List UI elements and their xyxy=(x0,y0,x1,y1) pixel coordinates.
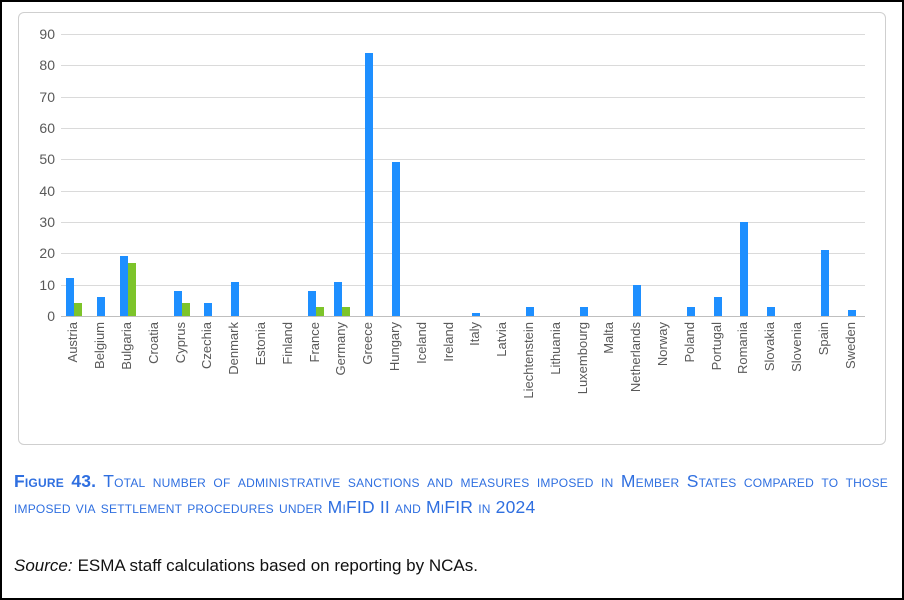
bar-blue-poland xyxy=(686,306,695,316)
y-axis-tick-label: 80 xyxy=(39,57,55,74)
y-gridline xyxy=(61,253,865,255)
bar-blue-liechtenstein xyxy=(526,306,534,316)
x-axis-label-ireland: Ireland xyxy=(440,322,456,362)
bar-blue-luxembourg xyxy=(579,306,588,316)
y-axis-tick-label: 10 xyxy=(39,276,55,293)
y-gridline xyxy=(61,34,865,35)
bar-blue-italy xyxy=(472,312,481,316)
y-axis-tick-label: 30 xyxy=(39,214,55,230)
y-axis-tick-label: 70 xyxy=(39,88,55,105)
bar-green-france xyxy=(315,306,324,316)
x-axis-label-luxembourg: Luxembourg xyxy=(574,322,590,395)
x-axis-label-czechia: Czechia xyxy=(199,322,215,369)
x-axis-label-iceland: Iceland xyxy=(413,322,429,364)
bar-blue-bulgaria xyxy=(120,256,128,316)
x-axis-label-hungary: Hungary xyxy=(387,322,402,372)
bar-blue-slovakia xyxy=(767,306,776,316)
y-axis-tick-label: 50 xyxy=(39,151,55,168)
x-axis-label-netherlands: Netherlands xyxy=(628,322,644,393)
x-axis-line xyxy=(61,316,865,317)
y-gridline xyxy=(61,159,865,161)
y-axis-tick-label: 0 xyxy=(47,308,55,324)
x-axis-label-norway: Norway xyxy=(655,322,670,367)
bar-blue-greece xyxy=(365,52,374,316)
x-axis-label-denmark: Denmark xyxy=(226,322,242,375)
x-axis-label-estonia: Estonia xyxy=(253,322,268,366)
bar-blue-austria xyxy=(66,278,75,316)
bar-blue-cyprus xyxy=(173,290,182,316)
figure-caption: Figure 43. Total number of administrative… xyxy=(14,468,888,520)
x-axis-label-slovakia: Slovakia xyxy=(762,322,778,372)
source-text: ESMA staff calculations based on reporti… xyxy=(77,556,478,575)
x-axis-label-romania: Romania xyxy=(735,322,751,375)
bar-green-germany xyxy=(342,306,351,316)
x-axis-label-germany: Germany xyxy=(333,322,349,376)
x-axis-label-slovenia: Slovenia xyxy=(789,322,804,372)
bar-blue-hungary xyxy=(392,162,400,316)
x-axis-label-lithuania: Lithuania xyxy=(547,322,563,375)
x-axis-label-finland: Finland xyxy=(279,322,295,365)
x-axis-label-poland: Poland xyxy=(681,322,697,363)
y-axis-tick-label: 90 xyxy=(39,26,55,42)
x-axis-label-sweden: Sweden xyxy=(842,322,858,369)
bar-blue-sweden xyxy=(847,309,856,316)
x-axis-label-greece: Greece xyxy=(360,322,376,365)
y-gridline xyxy=(61,96,865,98)
bar-blue-france xyxy=(307,290,316,316)
bar-blue-romania xyxy=(740,222,749,316)
source-line: Source: ESMA staff calculations based on … xyxy=(14,556,888,576)
y-gridline xyxy=(61,284,865,286)
plot-area: 0 10 20 30 40 50 60 70 80 90 Austria Belgium Bulgari… xyxy=(19,13,885,444)
y-gridline xyxy=(61,222,865,223)
bar-green-cyprus xyxy=(181,303,190,316)
x-axis-label-spain: Spain xyxy=(815,322,831,356)
source-label: Source: xyxy=(14,556,73,575)
figure-caption-text: Total number of administrative sanctions… xyxy=(14,471,888,517)
x-axis-label-liechtenstein: Liechtenstein xyxy=(521,322,536,399)
bar-blue-belgium xyxy=(97,297,106,316)
bar-blue-netherlands xyxy=(633,284,642,316)
y-axis-tick-label: 60 xyxy=(39,120,55,136)
chart-frame: 0 10 20 30 40 50 60 70 80 90 Austria Belgium Bulgari… xyxy=(18,12,886,445)
bar-blue-portugal xyxy=(713,297,722,316)
figure-number: Figure 43. xyxy=(14,471,97,491)
bar-blue-denmark xyxy=(231,281,240,316)
x-axis-label-cyprus: Cyprus xyxy=(172,322,188,364)
y-axis-tick-label: 40 xyxy=(39,182,55,199)
y-gridline xyxy=(61,190,865,192)
x-axis-label-malta: Malta xyxy=(601,322,617,354)
y-axis-tick-label: 20 xyxy=(39,245,55,262)
x-axis-label-latvia: Latvia xyxy=(494,322,510,357)
x-axis-label-bulgaria: Bulgaria xyxy=(119,322,134,370)
bar-blue-spain xyxy=(820,250,829,316)
bar-blue-germany xyxy=(334,281,343,316)
bar-green-bulgaria xyxy=(128,262,136,316)
y-gridline xyxy=(61,128,865,129)
x-axis-label-croatia: Croatia xyxy=(145,322,161,364)
bar-green-austria xyxy=(74,303,83,316)
x-axis-label-belgium: Belgium xyxy=(92,322,108,369)
x-axis-label-france: France xyxy=(306,322,322,363)
x-axis-label-italy: Italy xyxy=(467,322,483,346)
x-axis-label-portugal: Portugal xyxy=(708,322,724,371)
bar-blue-czechia xyxy=(204,303,213,316)
y-gridline xyxy=(61,65,865,67)
x-axis-label-austria: Austria xyxy=(65,322,81,363)
